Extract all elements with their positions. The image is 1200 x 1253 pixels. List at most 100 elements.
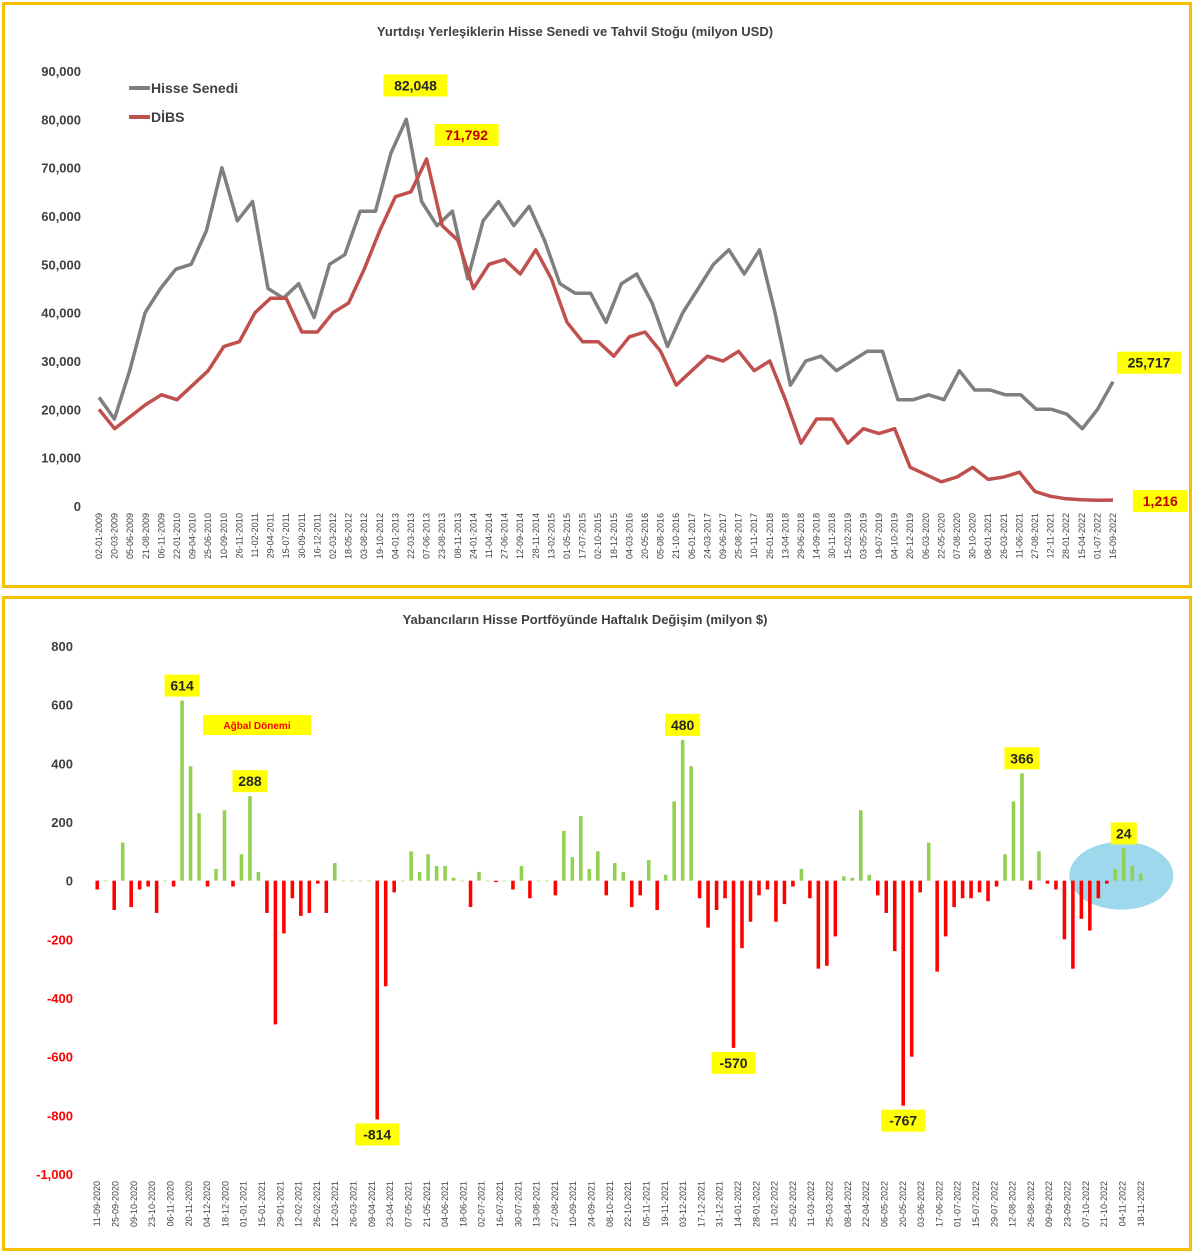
x-tick-label: 29-04-2011 [266, 513, 276, 558]
bar [163, 880, 167, 882]
x-tick-label: 20-05-2022 [898, 1181, 908, 1227]
note-box [203, 715, 311, 735]
x-tick-label: 15-07-2011 [281, 513, 291, 558]
bar [519, 866, 524, 881]
bar [994, 880, 999, 887]
bar [137, 880, 142, 890]
bar [188, 766, 193, 881]
bar [180, 700, 184, 881]
y-tick-label: -400 [47, 991, 73, 1006]
y-tick-label: 20,000 [41, 402, 81, 417]
bar [680, 739, 685, 881]
bar [570, 857, 575, 881]
x-axis: 11-09-2020 25-09-2020 09-10-2020 23-10-2020… [92, 1181, 1146, 1227]
x-tick-label: 07-08-2020 [952, 513, 962, 559]
bar [1130, 866, 1135, 881]
x-tick-label: 30-09-2011 [297, 513, 307, 558]
bar [825, 880, 829, 966]
stock-line-chart: Yurtdışı Yerleşiklerin Hisse Senedi ve T… [41, 24, 1188, 559]
x-tick-label: 18-11-2022 [1136, 1181, 1146, 1226]
bar [604, 880, 609, 896]
x-tick-label: 13-08-2021 [532, 1181, 542, 1227]
x-tick-label: 09-09-2022 [1044, 1181, 1054, 1227]
annotation-box [164, 674, 200, 697]
annotation-box [1132, 490, 1188, 513]
x-tick-label: 11-02-2011 [250, 513, 260, 558]
x-tick-label: 12-09-2014 [515, 513, 525, 559]
x-tick-label: 12-03-2021 [330, 1181, 340, 1227]
x-tick-label: 22-10-2021 [623, 1181, 633, 1227]
x-tick-label: 19-11-2021 [660, 1181, 670, 1226]
y-tick-label: 200 [51, 815, 73, 830]
bar [1122, 848, 1126, 881]
bar [969, 880, 973, 899]
x-tick-label: 27-06-2014 [500, 513, 510, 559]
bar [689, 766, 693, 881]
x-tick-label: 14-01-2022 [733, 1181, 743, 1227]
bar [443, 866, 447, 881]
x-tick-label: 07-10-2022 [1081, 1181, 1091, 1227]
bar [1096, 880, 1101, 899]
bar [808, 880, 812, 899]
x-tick-label: 03-06-2022 [916, 1181, 926, 1227]
bar [884, 880, 889, 913]
bar [952, 880, 956, 908]
x-tick-label: 21-10-2016 [671, 513, 681, 559]
bar [757, 880, 761, 896]
bar [672, 801, 676, 881]
bar [231, 880, 235, 887]
y-axis: 0 10,000 20,000 30,000 40,000 50,000 60,000 70,… [41, 64, 81, 514]
x-tick-label: 08-10-2021 [605, 1181, 615, 1227]
x-axis: 02-01-2009 20-03-2009 05-06-2009 21-08-2009… [94, 513, 1118, 559]
bar [502, 880, 507, 882]
x-tick-label: 22-03-2013 [406, 513, 416, 559]
bar [494, 880, 498, 883]
bar [646, 860, 651, 881]
x-tick-label: 22-05-2020 [936, 513, 946, 559]
annotation-label: -570 [720, 1055, 748, 1071]
bar [214, 868, 218, 881]
bar [358, 880, 363, 882]
x-tick-label: 05-08-2016 [656, 513, 666, 559]
x-tick-label: 29-06-2018 [796, 513, 806, 559]
annotation-box [355, 1123, 400, 1146]
x-tick-label: 19-10-2012 [375, 513, 385, 559]
bar [1003, 854, 1007, 881]
bar [740, 880, 744, 949]
annotation-label: 480 [671, 717, 695, 733]
annotation-label: 366 [1010, 750, 1034, 766]
stock-chart-panel: Yurtdışı Yerleşiklerin Hisse Senedi ve T… [2, 2, 1192, 588]
bar [171, 880, 176, 887]
x-tick-label: 17-06-2022 [934, 1181, 944, 1227]
y-tick-label: 0 [66, 874, 73, 889]
x-tick-label: 27-08-2021 [1030, 513, 1040, 559]
y-tick-label: -800 [47, 1108, 73, 1123]
x-tick-label: 11-06-2021 [1014, 513, 1024, 558]
x-tick-label: 13-02-2015 [546, 513, 556, 559]
bar [545, 880, 549, 882]
agbal-note: Ağbal Dönemi [203, 715, 311, 735]
bar [468, 880, 473, 908]
bar [222, 810, 227, 881]
annotation-label: 24 [1116, 825, 1132, 841]
bar [1138, 873, 1143, 881]
bar [655, 880, 659, 910]
x-tick-label: 01-01-2021 [239, 1181, 249, 1227]
bar [349, 880, 354, 882]
bar [299, 880, 303, 916]
x-tick-label: 25-09-2020 [111, 1181, 121, 1227]
x-tick-label: 27-08-2021 [550, 1181, 560, 1227]
x-tick-label: 02-01-2009 [94, 513, 104, 559]
y-tick-label: 70,000 [41, 161, 81, 176]
x-tick-label: 30-07-2021 [513, 1181, 523, 1227]
x-tick-label: 18-05-2012 [344, 513, 354, 559]
x-tick-label: 24-01-2014 [468, 513, 478, 559]
x-tick-label: 07-05-2021 [403, 1181, 413, 1227]
x-tick-label: 16-07-2021 [495, 1181, 505, 1227]
bar [723, 880, 727, 899]
bar [850, 877, 855, 881]
y-tick-label: 0 [74, 499, 81, 514]
bar [1088, 880, 1092, 931]
bar [918, 880, 922, 893]
bar [324, 880, 329, 913]
